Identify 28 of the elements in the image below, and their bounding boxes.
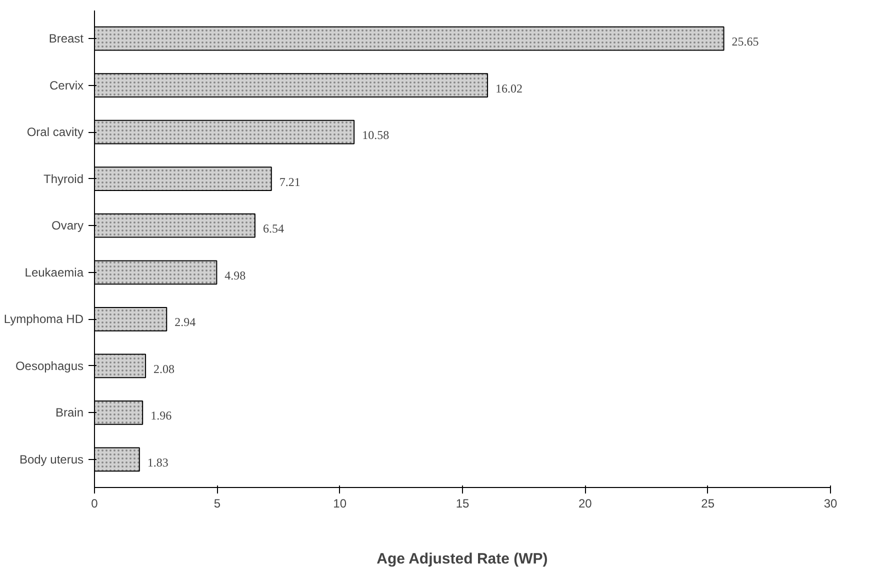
x-tick-label: 30 — [824, 496, 838, 510]
y-tick-label: Oral cavity — [26, 125, 84, 140]
x-axis-title: Age Adjusted Rate (WP) — [376, 550, 548, 568]
data-label: 4.98 — [224, 268, 246, 282]
data-label: 2.08 — [154, 362, 175, 376]
data-label: 2.94 — [174, 315, 196, 330]
y-tick-label: Breast — [48, 32, 84, 46]
x-tick-label: 10 — [333, 496, 347, 510]
data-label: 16.02 — [496, 81, 523, 96]
y-tick-label: Body uterus — [19, 452, 84, 466]
data-label: 25.65 — [732, 34, 759, 49]
x-tick-label: 25 — [701, 496, 715, 510]
y-tick-label: Ovary — [51, 218, 84, 233]
y-tick-label: Lymphoma HD — [4, 312, 84, 326]
x-tick-label: 5 — [214, 496, 221, 510]
x-tick-label: 20 — [578, 496, 592, 510]
data-label: 10.58 — [362, 128, 390, 142]
y-tick-label: Oesophagus — [15, 358, 84, 373]
y-tick-label: Thyroid — [43, 172, 84, 186]
x-tick-label: 0 — [91, 496, 98, 510]
data-label: 1.83 — [147, 455, 168, 470]
y-tick-label: Brain — [55, 406, 84, 420]
y-tick-label: Leukaemia — [24, 265, 84, 280]
y-tick-label: Cervix — [50, 78, 84, 92]
data-label: 6.54 — [262, 222, 284, 236]
x-tick-label: 15 — [456, 496, 470, 510]
data-label: 7.21 — [279, 174, 300, 189]
data-label: 1.96 — [150, 408, 172, 423]
